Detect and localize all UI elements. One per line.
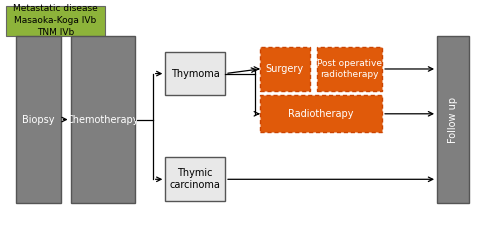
Text: Thymoma: Thymoma [171, 69, 220, 79]
Bar [260, 47, 310, 91]
Bar [437, 36, 470, 203]
Bar [6, 6, 105, 36]
Text: Post operative
radiotherapy: Post operative radiotherapy [317, 59, 382, 79]
Text: Thymic
carcinoma: Thymic carcinoma [170, 168, 220, 190]
Bar [70, 36, 136, 203]
Text: Radiotherapy: Radiotherapy [288, 109, 354, 119]
Bar [165, 52, 225, 95]
Text: Metastatic disease
Masaoka-Koga IVb
TNM IVb: Metastatic disease Masaoka-Koga IVb TNM … [13, 4, 98, 37]
Bar [260, 95, 382, 132]
Text: Biopsy: Biopsy [22, 114, 54, 124]
Text: Chemotherapy: Chemotherapy [66, 114, 139, 124]
Text: Surgery: Surgery [266, 64, 304, 74]
Bar [16, 36, 60, 203]
Bar [165, 157, 225, 201]
Bar [318, 47, 382, 91]
Text: Follow up: Follow up [448, 96, 458, 143]
